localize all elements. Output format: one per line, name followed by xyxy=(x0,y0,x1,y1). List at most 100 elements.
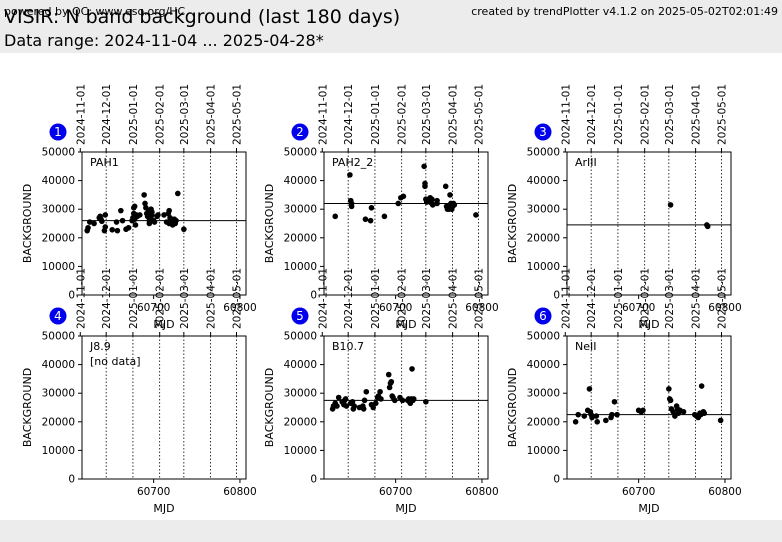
y-tick-label: 20000 xyxy=(527,232,560,244)
data-point xyxy=(155,212,161,218)
y-tick-label: 10000 xyxy=(284,261,317,273)
date-tick-label: 2025-02-01 xyxy=(155,268,167,329)
data-point xyxy=(589,414,595,421)
x-tick-label: 60700 xyxy=(379,302,412,314)
data-point xyxy=(85,224,91,231)
data-point xyxy=(409,366,415,372)
panel-number-label: 4 xyxy=(54,309,62,323)
data-point xyxy=(391,397,398,404)
y-tick-label: 50000 xyxy=(42,147,75,159)
data-point xyxy=(363,388,370,395)
y-tick-label: 40000 xyxy=(284,175,317,187)
date-tick-label: 2024-11-01 xyxy=(75,84,87,145)
data-point xyxy=(119,217,126,224)
filter-label: ArIII xyxy=(575,156,597,169)
data-point xyxy=(666,386,672,392)
date-tick-label: 2024-11-01 xyxy=(75,268,87,329)
y-axis-label: BACKGROUND xyxy=(506,184,519,263)
data-point xyxy=(161,212,167,218)
data-point xyxy=(142,200,148,207)
date-tick-label: 2024-11-01 xyxy=(560,84,572,145)
date-tick-label: 2024-12-01 xyxy=(101,268,113,329)
y-tick-label: 0 xyxy=(68,290,75,302)
y-tick-label: 30000 xyxy=(284,204,317,216)
data-point xyxy=(132,222,139,228)
date-tick-label: 2025-04-01 xyxy=(206,84,218,145)
date-tick-label: 2024-11-01 xyxy=(317,268,329,329)
date-tick-label: 2025-03-01 xyxy=(421,84,433,145)
data-point xyxy=(143,204,149,211)
y-tick-label: 20000 xyxy=(284,232,317,244)
data-point xyxy=(603,417,609,424)
x-axis-label: MJD xyxy=(638,502,659,515)
data-point xyxy=(698,383,705,389)
date-tick-label: 2025-02-01 xyxy=(397,268,409,329)
y-tick-label: 30000 xyxy=(42,204,75,216)
date-tick-label: 2024-12-01 xyxy=(343,268,355,329)
y-tick-label: 10000 xyxy=(527,261,560,273)
y-tick-label: 40000 xyxy=(42,175,75,187)
y-tick-label: 20000 xyxy=(42,232,75,244)
chart-panel-3: 0 10000 20000 30000 40000 50000 60700 60800 2024… xyxy=(506,84,742,331)
panel-number-badge xyxy=(534,307,552,325)
data-point xyxy=(594,419,601,425)
panel-number-badge xyxy=(49,307,67,325)
x-tick-label: 60800 xyxy=(223,486,256,498)
data-point xyxy=(141,192,147,198)
data-point xyxy=(151,219,158,225)
date-tick-label: 2025-05-01 xyxy=(717,84,729,145)
data-point xyxy=(91,220,97,227)
data-point xyxy=(335,394,342,401)
data-point xyxy=(332,213,339,220)
chart-panel-1: 0 10000 20000 30000 40000 50000 60700 60800 2024… xyxy=(21,84,257,331)
data-point xyxy=(572,419,579,425)
data-point xyxy=(593,413,600,419)
date-tick-label: 2025-01-01 xyxy=(370,268,382,329)
y-tick-label: 30000 xyxy=(527,388,560,400)
y-tick-label: 40000 xyxy=(42,359,75,371)
footer-created-by: created by trendPlotter v4.1.2 on 2025-0… xyxy=(471,5,778,18)
x-axis-label: MJD xyxy=(395,502,416,515)
x-tick-label: 60700 xyxy=(622,302,655,314)
data-point xyxy=(342,396,349,402)
data-point xyxy=(704,223,711,230)
y-tick-label: 50000 xyxy=(284,331,317,343)
y-tick-label: 40000 xyxy=(527,359,560,371)
data-point xyxy=(717,417,724,424)
y-tick-label: 0 xyxy=(310,474,317,486)
data-point xyxy=(581,413,588,419)
x-tick-label: 60700 xyxy=(379,486,412,498)
y-tick-label: 50000 xyxy=(284,147,317,159)
filter-label: B10.7 xyxy=(332,340,364,353)
date-tick-label: 2025-03-01 xyxy=(179,84,191,145)
data-point xyxy=(166,207,172,214)
x-tick-label: 60700 xyxy=(137,486,170,498)
data-point xyxy=(421,163,427,170)
data-point xyxy=(385,371,392,378)
date-tick-label: 2025-02-01 xyxy=(397,84,409,145)
y-tick-label: 20000 xyxy=(42,416,75,428)
date-tick-label: 2025-02-01 xyxy=(155,84,167,145)
data-point xyxy=(388,378,395,385)
data-point xyxy=(670,408,676,415)
x-tick-label: 60700 xyxy=(137,302,170,314)
data-point xyxy=(113,219,120,225)
data-point xyxy=(667,397,674,404)
x-tick-label: 60800 xyxy=(708,302,741,314)
x-tick-label: 60700 xyxy=(622,486,655,498)
y-axis-label: BACKGROUND xyxy=(506,368,519,447)
data-point xyxy=(386,384,393,391)
date-tick-label: 2025-01-01 xyxy=(370,84,382,145)
y-tick-label: 40000 xyxy=(527,175,560,187)
filter-label: J8.9 xyxy=(89,340,111,353)
y-tick-label: 40000 xyxy=(284,359,317,371)
data-point xyxy=(429,202,436,208)
data-point xyxy=(667,202,674,208)
data-point xyxy=(347,172,353,178)
date-tick-label: 2025-04-01 xyxy=(448,84,460,145)
y-tick-label: 10000 xyxy=(42,261,75,273)
y-tick-label: 30000 xyxy=(527,204,560,216)
data-point xyxy=(125,224,132,231)
date-tick-label: 2025-05-01 xyxy=(232,84,244,145)
data-point xyxy=(370,404,377,411)
